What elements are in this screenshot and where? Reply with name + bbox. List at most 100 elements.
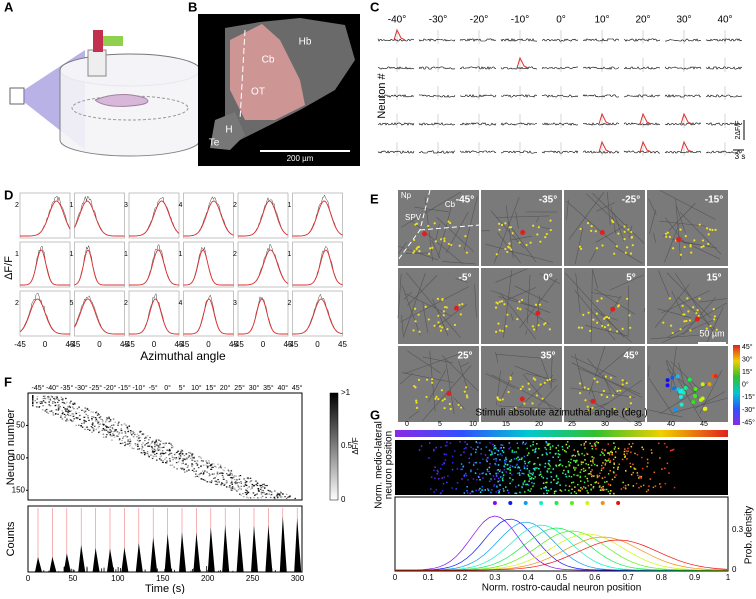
activity <box>205 460 207 461</box>
neuron <box>622 379 624 381</box>
neuron-position <box>610 490 612 492</box>
neuron-position <box>556 483 558 485</box>
activity <box>110 419 112 420</box>
neuron <box>690 251 692 253</box>
activity <box>73 413 75 414</box>
y-tick-label: 5 <box>70 300 74 307</box>
neuron <box>466 396 468 398</box>
activity <box>144 438 146 439</box>
x-tick-label: 0.9 <box>689 573 701 582</box>
neuron-position <box>535 448 537 450</box>
neuron <box>501 300 503 302</box>
neuron <box>630 252 632 254</box>
neuron-position <box>457 482 459 484</box>
neuron-position <box>503 488 505 490</box>
neuron-position <box>514 467 516 469</box>
neuron <box>544 382 546 384</box>
neuron-position <box>591 456 593 458</box>
neuron-position <box>608 460 610 462</box>
activity <box>195 476 197 477</box>
y-tick-label: 2 <box>288 300 292 307</box>
activity <box>234 479 236 480</box>
activity <box>53 398 55 399</box>
neuron-position <box>497 454 499 456</box>
activity <box>143 450 145 451</box>
activity <box>180 468 182 469</box>
neuron-position <box>445 459 447 461</box>
activity <box>221 483 223 484</box>
neuron-position <box>533 468 535 470</box>
activity <box>207 466 209 467</box>
activity <box>209 475 211 476</box>
tuning-axes <box>75 193 125 238</box>
activity <box>159 456 161 457</box>
activity <box>56 409 58 410</box>
activity <box>62 402 64 403</box>
neuron-position <box>548 463 550 465</box>
activity <box>198 456 200 457</box>
neuron-position <box>502 445 504 447</box>
neuron <box>626 382 628 384</box>
activity <box>230 477 232 478</box>
neuron-position <box>647 462 649 464</box>
neuron-position <box>590 471 592 473</box>
neuron-position <box>470 469 472 471</box>
y2-tick-label: 0 <box>732 565 737 574</box>
activity <box>235 481 237 482</box>
trace <box>583 95 619 97</box>
activity <box>258 488 260 489</box>
neuron-position <box>477 446 479 448</box>
neuron-position <box>613 493 615 495</box>
activity <box>279 494 281 495</box>
neuron-position <box>571 489 573 491</box>
neuron-position <box>491 489 493 491</box>
neuron-position <box>514 493 516 495</box>
activity <box>188 457 190 458</box>
activity <box>152 440 154 441</box>
peak-neuron <box>520 230 525 235</box>
activity <box>158 449 160 450</box>
neuron-position <box>548 490 550 492</box>
neuron-position <box>576 460 578 462</box>
neuron-position <box>609 454 611 456</box>
neuron-position <box>465 447 467 449</box>
neuron-position <box>555 490 557 492</box>
activity <box>48 401 50 402</box>
neuron-position <box>602 453 604 455</box>
neuron-position <box>499 480 501 482</box>
neuron-position <box>482 489 484 491</box>
neuron-position <box>637 475 639 477</box>
neuron <box>623 225 625 227</box>
angle-label: -5° <box>149 384 158 392</box>
activity <box>113 418 115 419</box>
activity <box>191 454 193 455</box>
neuron <box>603 318 605 320</box>
neuron <box>584 399 586 401</box>
neuron <box>684 386 688 390</box>
neuron-position <box>527 455 529 457</box>
trace <box>378 151 414 153</box>
y-tick-label: 1 <box>70 251 74 258</box>
neuron-position <box>581 461 583 463</box>
activity <box>191 465 193 466</box>
trace <box>624 151 660 153</box>
x-tick-label: 0.3 <box>489 573 501 582</box>
neuron-position <box>442 464 444 466</box>
activity <box>91 416 93 417</box>
x-tick-label: 0 <box>393 573 398 582</box>
neuron-position <box>509 483 511 485</box>
neuron-position <box>575 462 577 464</box>
neuron-position <box>615 451 617 453</box>
neuron-position <box>546 442 548 444</box>
neuron-position <box>544 487 546 489</box>
activity <box>77 418 79 419</box>
neuron-position <box>473 464 475 466</box>
neuron-position <box>441 477 443 479</box>
neuron-position <box>533 478 535 480</box>
activity <box>203 473 205 474</box>
activity <box>129 439 131 440</box>
neuron <box>414 308 416 310</box>
x-tick-label: 0.4 <box>523 573 535 582</box>
activity <box>261 485 263 486</box>
